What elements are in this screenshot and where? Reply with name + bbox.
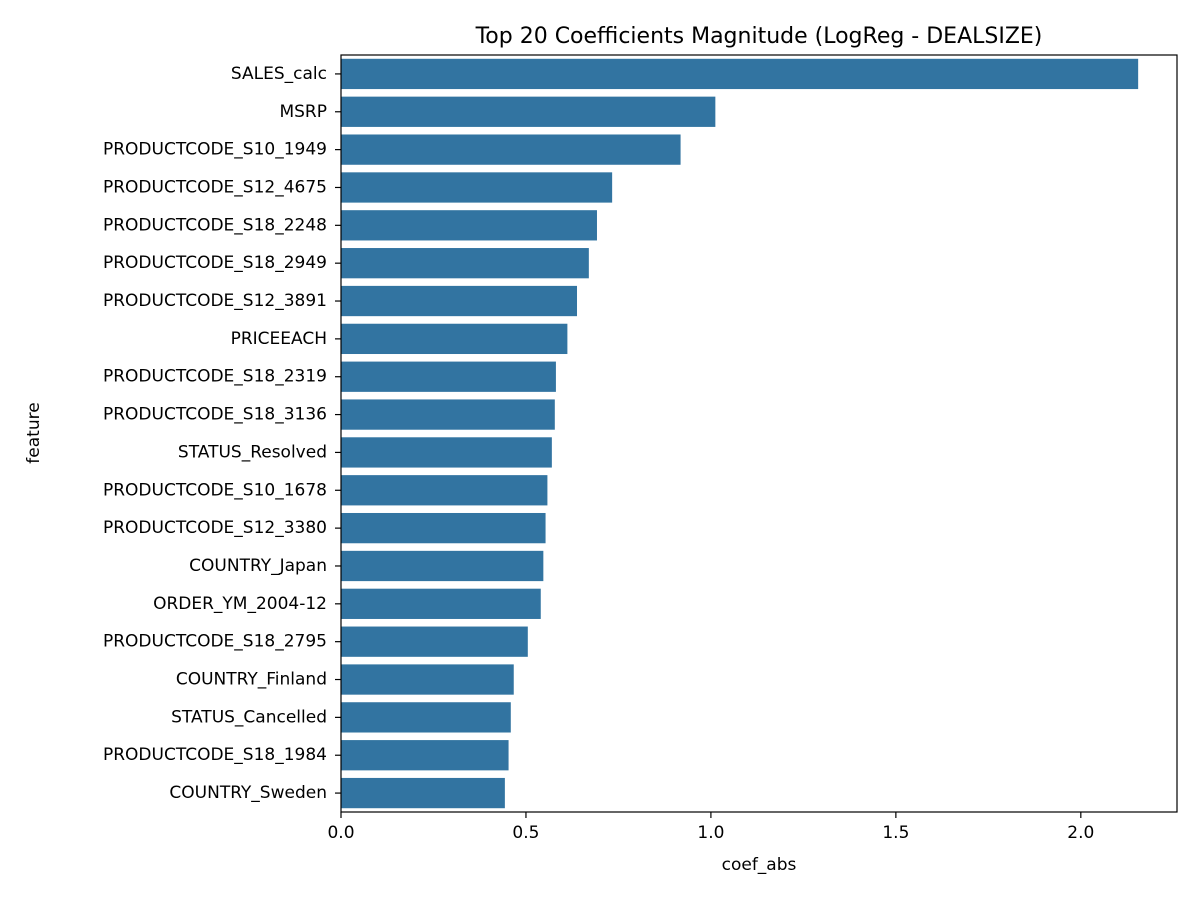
bar (341, 777, 505, 809)
y-tick-label: PRODUCTCODE_S10_1949 (103, 140, 327, 160)
y-tick-label: STATUS_Cancelled (171, 707, 327, 727)
bar (341, 626, 528, 657)
y-axis-label: feature (24, 402, 44, 463)
bar (341, 248, 589, 279)
y-axis-ticks: SALES_calc MSRP PRODUCTCODE_S10_1949 PRODUC… (103, 64, 341, 803)
bar (341, 285, 578, 317)
bar (341, 361, 556, 392)
bar (341, 399, 555, 430)
bar (341, 134, 681, 165)
y-tick-label: PRODUCTCODE_S18_3136 (103, 405, 327, 425)
x-tick-label: 2.0 (1067, 823, 1094, 843)
y-tick-label: PRODUCTCODE_S18_2248 (103, 215, 327, 235)
bar (341, 323, 568, 355)
x-tick-label: 1.5 (882, 823, 909, 843)
bar (341, 664, 514, 695)
y-tick-label: PRODUCTCODE_S12_3380 (103, 518, 327, 538)
x-tick-label: 1.0 (697, 823, 724, 843)
y-tick-label: PRODUCTCODE_S10_1678 (103, 480, 327, 500)
y-tick-label: PRODUCTCODE_S18_2319 (103, 367, 327, 387)
y-tick-label: PRODUCTCODE_S18_1984 (103, 745, 327, 765)
bar (341, 588, 541, 619)
bar (341, 475, 548, 506)
bar (341, 172, 613, 203)
bar (341, 512, 546, 544)
bar (341, 210, 597, 241)
bar (341, 58, 1139, 90)
y-tick-label: COUNTRY_Finland (176, 670, 327, 690)
y-tick-label: COUNTRY_Sweden (169, 783, 327, 803)
bar (341, 437, 552, 468)
bar (341, 96, 716, 127)
y-tick-label: PRODUCTCODE_S12_4675 (103, 177, 327, 197)
y-tick-label: PRODUCTCODE_S12_3891 (103, 291, 327, 311)
y-tick-label: STATUS_Resolved (178, 442, 327, 462)
x-tick-label: 0.5 (512, 823, 539, 843)
bar (341, 702, 511, 733)
bars-group (341, 58, 1139, 809)
x-tick-label: 0.0 (327, 823, 354, 843)
y-tick-label: COUNTRY_Japan (189, 556, 327, 576)
plot-frame (340, 54, 1178, 813)
y-tick-label: PRICEEACH (231, 329, 327, 349)
y-tick-label: PRODUCTCODE_S18_2795 (103, 632, 327, 652)
y-tick-label: PRODUCTCODE_S18_2949 (103, 253, 327, 273)
y-tick-label: SALES_calc (231, 64, 327, 84)
x-axis-ticks: 0.0 0.5 1.0 1.5 2.0 (327, 812, 1094, 843)
y-tick-label: ORDER_YM_2004-12 (153, 594, 327, 614)
bar (341, 740, 509, 771)
chart-title: Top 20 Coefficients Magnitude (LogReg - … (475, 24, 1043, 49)
bar (341, 550, 544, 582)
y-tick-label: MSRP (279, 102, 327, 122)
x-axis-label: coef_abs (722, 855, 797, 875)
